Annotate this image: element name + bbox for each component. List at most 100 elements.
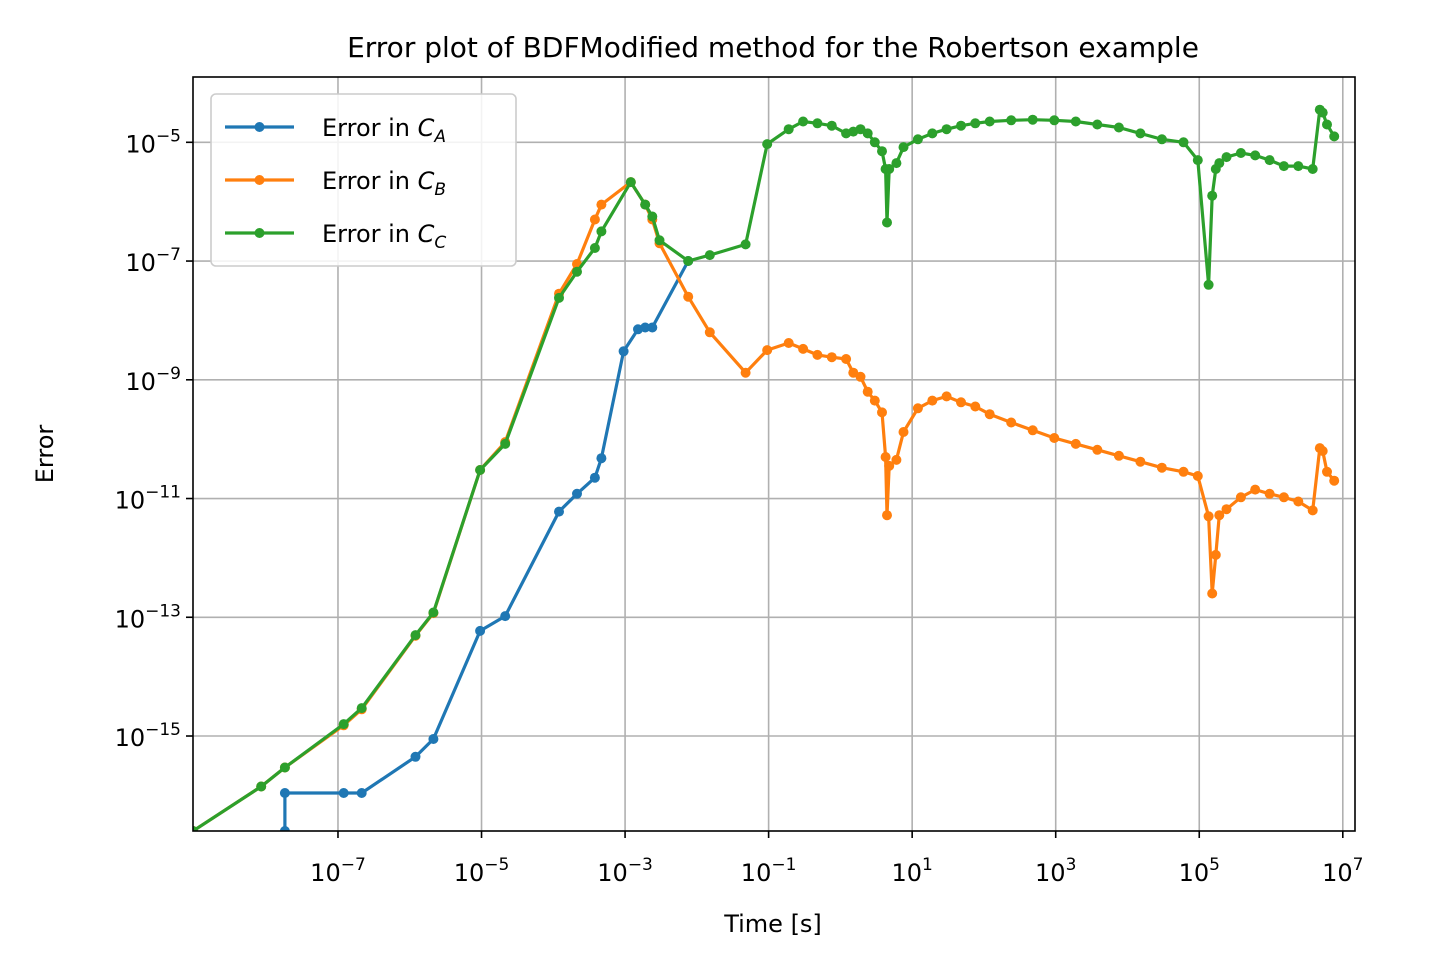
data-point — [596, 453, 607, 464]
data-point — [869, 137, 880, 148]
data-point — [1293, 161, 1304, 172]
data-point — [1317, 107, 1328, 118]
legend-item: Error in CB — [225, 167, 446, 200]
data-point — [855, 371, 866, 382]
data-point — [647, 211, 658, 222]
data-point — [882, 510, 892, 521]
data-point — [356, 703, 367, 714]
data-point — [704, 250, 715, 261]
data-point — [338, 788, 349, 798]
data-point — [704, 327, 715, 338]
data-point — [862, 128, 873, 139]
data-point — [410, 751, 421, 762]
data-point — [783, 338, 794, 348]
data-point — [1322, 466, 1332, 477]
x-tick-label: 10−5 — [454, 855, 510, 887]
data-point — [1049, 433, 1060, 443]
legend: Error in CA Error in CB Error in CC — [210, 93, 517, 267]
x-tick-label: 10−7 — [310, 855, 366, 887]
data-point — [1329, 475, 1340, 486]
data-point — [193, 826, 198, 831]
data-point — [1307, 164, 1318, 174]
legend-box — [210, 93, 517, 267]
grid — [193, 77, 1355, 831]
data-point — [891, 454, 902, 465]
data-point — [428, 607, 439, 618]
data-point — [1329, 131, 1340, 142]
data-point — [683, 256, 694, 266]
data-point — [428, 734, 439, 744]
series-layer — [193, 104, 1340, 831]
legend-marker — [254, 122, 265, 132]
data-point — [640, 199, 651, 210]
data-point — [256, 781, 267, 792]
data-point — [884, 460, 895, 471]
data-point — [1221, 504, 1232, 515]
data-point — [1278, 492, 1289, 503]
data-point — [898, 427, 909, 437]
data-point — [589, 214, 600, 225]
data-point — [338, 719, 349, 730]
data-point — [1113, 122, 1124, 133]
data-point — [869, 395, 880, 406]
data-point — [1235, 492, 1246, 503]
data-point — [1203, 279, 1214, 290]
data-point — [1317, 446, 1328, 456]
data-point — [410, 630, 421, 641]
data-point — [1210, 549, 1221, 560]
data-point — [1178, 137, 1189, 148]
data-point — [1214, 510, 1225, 521]
data-point — [1235, 148, 1246, 158]
data-point — [1113, 450, 1124, 461]
data-point — [1214, 158, 1225, 169]
data-point — [798, 116, 809, 127]
data-point — [1192, 471, 1203, 481]
x-tick-label: 10−3 — [597, 855, 653, 887]
data-point — [1203, 511, 1214, 522]
data-point — [898, 142, 909, 153]
legend-label: Error in CC — [322, 220, 446, 253]
data-point — [1264, 488, 1275, 499]
data-point — [1135, 128, 1146, 139]
data-point — [1264, 155, 1275, 166]
data-point — [1006, 417, 1017, 428]
data-point — [740, 367, 751, 378]
data-point — [882, 217, 892, 228]
data-point — [1293, 496, 1304, 507]
data-point — [970, 401, 981, 412]
plot-frame — [192, 76, 1356, 832]
data-point — [1322, 119, 1332, 130]
data-point — [783, 124, 794, 135]
data-point — [877, 407, 887, 418]
ticks: 10−7 10−5 10−3 10−1 101 103 105 107 10−15 10−13 10… — [115, 126, 1364, 887]
y-tick-label: 10−5 — [125, 126, 181, 158]
legend-label: Error in CB — [322, 167, 446, 200]
y-axis-label: Error — [31, 425, 59, 484]
data-point — [1307, 505, 1318, 516]
y-tick-label: 10−9 — [125, 364, 181, 396]
legend-item: Error in CA — [225, 114, 446, 147]
data-point — [647, 322, 658, 333]
data-point — [877, 146, 887, 157]
data-point — [762, 345, 773, 356]
data-point — [956, 397, 966, 408]
data-point — [1207, 588, 1218, 599]
data-point — [572, 488, 582, 499]
data-point — [862, 386, 873, 397]
data-point — [1070, 438, 1081, 449]
data-point — [1250, 150, 1261, 161]
data-point — [762, 139, 773, 150]
data-point — [812, 349, 823, 360]
data-point — [572, 266, 582, 277]
data-point — [927, 128, 938, 139]
data-point — [1250, 484, 1261, 495]
data-point — [841, 354, 852, 364]
data-point — [740, 239, 751, 250]
x-tick-label: 101 — [891, 855, 932, 887]
data-point — [654, 235, 665, 246]
data-point — [683, 291, 694, 302]
y-tick-label: 10−7 — [125, 245, 181, 277]
data-point — [475, 465, 486, 475]
x-tick-label: 103 — [1035, 855, 1076, 887]
